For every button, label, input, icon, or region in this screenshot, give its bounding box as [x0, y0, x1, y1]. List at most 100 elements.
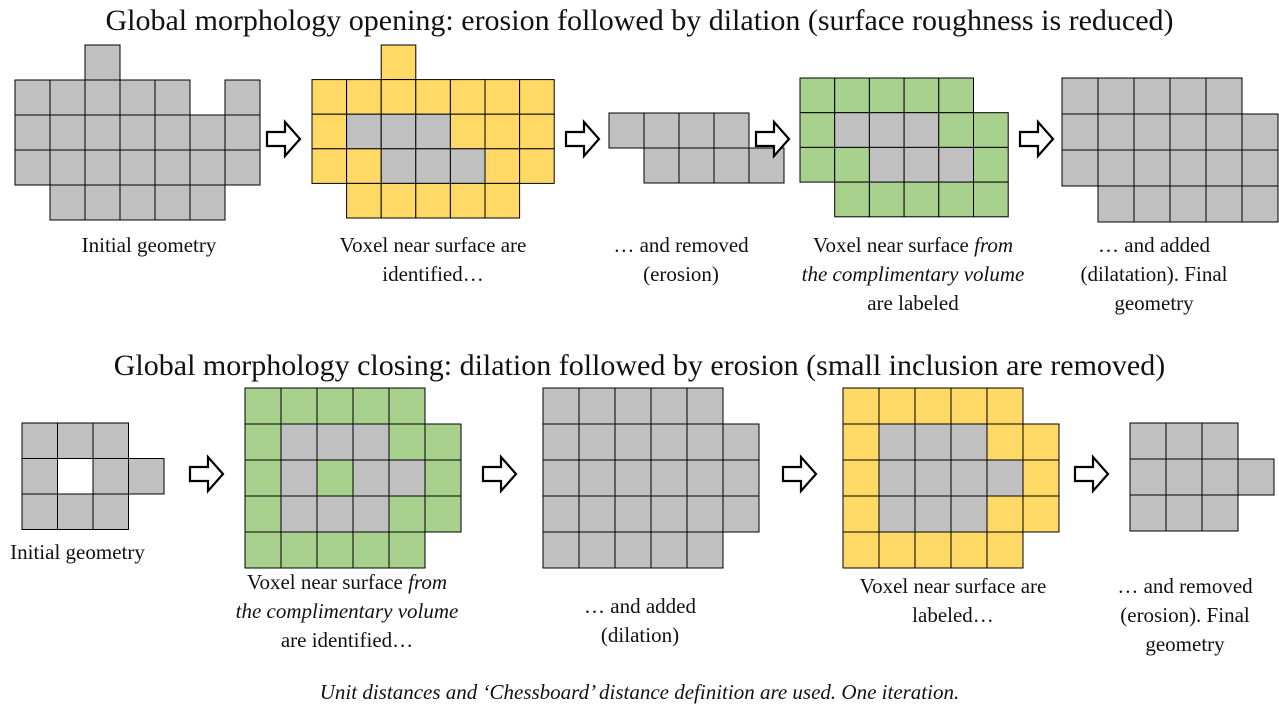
voxel-cell: [842, 387, 880, 425]
voxel-cell: [1061, 77, 1099, 115]
voxel-cell: [650, 459, 688, 497]
voxel-cell: [92, 422, 129, 459]
voxel-cell: [903, 146, 940, 183]
voxel-cell: [244, 531, 282, 569]
voxel-cell: [14, 114, 51, 151]
voxel-cell: [388, 495, 426, 533]
voxel-cell: [578, 459, 616, 497]
voxel-cell: [650, 531, 688, 569]
footer-note: Unit distances and ‘Chessboard’ distance…: [319, 680, 960, 704]
voxel-cell: [519, 79, 555, 115]
voxel-cell: [748, 147, 785, 184]
opening-step-arrow-icon: [564, 119, 601, 159]
voxel-cell: [986, 387, 1024, 425]
voxel-cell: [84, 149, 121, 186]
opening-caption-2: Voxel near surface are identified…: [339, 233, 527, 286]
voxel-cell: [1022, 459, 1060, 497]
voxel-cell: [316, 423, 354, 461]
voxel-cell: [14, 149, 51, 186]
voxel-cell: [388, 531, 426, 569]
closing-caption-1: Initial geometry: [10, 540, 145, 564]
voxel-cell: [316, 459, 354, 497]
voxel-cell: [914, 387, 952, 425]
voxel-cell: [578, 423, 616, 461]
voxel-cell: [1022, 495, 1060, 533]
voxel-cell: [542, 495, 580, 533]
voxel-cell: [914, 423, 952, 461]
voxel-cell: [950, 423, 988, 461]
voxel-cell: [119, 114, 156, 151]
closing-voxel-grid-1: [21, 422, 165, 530]
voxel-cell: [903, 112, 940, 148]
voxel-cell: [650, 387, 688, 425]
closing-step-arrow-icon: [188, 454, 225, 494]
voxel-cell: [449, 148, 486, 184]
voxel-cell: [914, 459, 952, 497]
voxel-cell: [346, 148, 382, 184]
voxel-cell: [686, 387, 724, 425]
voxel-cell: [380, 113, 417, 150]
voxel-cell: [352, 423, 390, 461]
voxel-cell: [914, 495, 952, 533]
voxel-cell: [986, 531, 1024, 569]
voxel-cell: [1205, 77, 1243, 115]
opening-voxel-grid-5: [1061, 77, 1279, 223]
voxel-cell: [189, 114, 226, 151]
voxel-cell: [316, 495, 354, 533]
voxel-cell: [57, 458, 94, 495]
voxel-cell: [84, 184, 121, 221]
opening-caption-5: … and added (dilatation). Final geometry: [1080, 233, 1228, 315]
voxel-cell: [834, 146, 870, 183]
voxel-cell: [244, 387, 282, 425]
voxel-cell: [316, 387, 354, 425]
voxel-cell: [14, 79, 51, 116]
voxel-cell: [1241, 185, 1279, 223]
voxel-cell: [119, 149, 156, 186]
voxel-cell: [1061, 113, 1099, 151]
voxel-cell: [1241, 113, 1279, 151]
voxel-cell: [834, 181, 870, 218]
voxel-cell: [686, 423, 724, 461]
voxel-cell: [686, 531, 724, 569]
opening-step-arrow-icon: [1018, 119, 1055, 159]
voxel-cell: [244, 459, 282, 497]
voxel-cell: [57, 493, 94, 530]
voxel-cell: [713, 112, 750, 149]
opening-step-arrow-icon: [754, 119, 791, 159]
voxel-cell: [154, 149, 191, 186]
voxel-cell: [842, 531, 880, 569]
voxel-cell: [1133, 113, 1171, 151]
closing-step-arrow-icon: [481, 454, 518, 494]
voxel-cell: [914, 531, 952, 569]
voxel-cell: [484, 113, 521, 150]
voxel-cell: [92, 458, 129, 495]
voxel-cell: [484, 182, 521, 219]
voxel-cell: [415, 79, 451, 115]
opening-voxel-grid-3: [608, 112, 785, 184]
voxel-cell: [938, 146, 974, 183]
voxel-cell: [834, 77, 870, 114]
voxel-cell: [154, 79, 191, 116]
voxel-cell: [950, 387, 988, 425]
voxel-cell: [799, 112, 836, 148]
voxel-cell: [1165, 458, 1203, 496]
closing-voxel-grid-2: [244, 387, 462, 569]
voxel-cell: [484, 79, 521, 115]
voxel-cell: [49, 114, 86, 151]
voxel-cell: [614, 423, 652, 461]
voxel-cell: [878, 387, 916, 425]
voxel-cell: [346, 182, 382, 219]
voxel-cell: [1097, 185, 1135, 223]
voxel-cell: [346, 113, 382, 150]
voxel-cell: [244, 423, 282, 461]
voxel-cell: [678, 147, 715, 184]
voxel-cell: [1097, 113, 1135, 151]
voxel-cell: [542, 531, 580, 569]
voxel-cell: [352, 495, 390, 533]
voxel-cell: [542, 459, 580, 497]
voxel-cell: [128, 458, 165, 495]
voxel-cell: [449, 113, 486, 150]
voxel-cell: [1133, 185, 1171, 223]
voxel-cell: [868, 77, 905, 114]
voxel-cell: [973, 112, 1009, 148]
